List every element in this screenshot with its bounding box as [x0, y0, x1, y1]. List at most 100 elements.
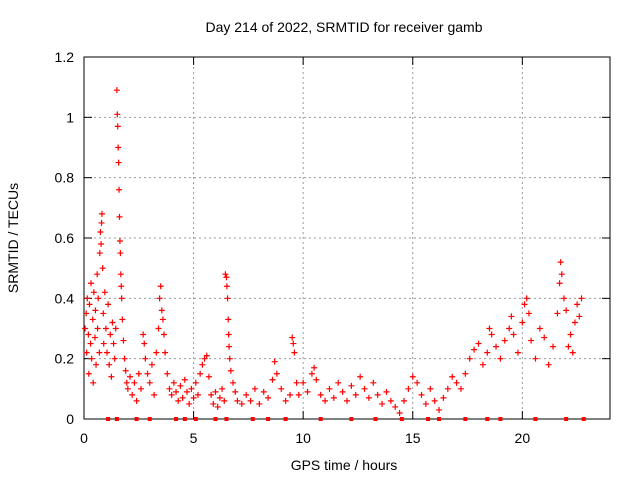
zero-marker	[266, 417, 271, 421]
y-tick-label: 0	[66, 411, 74, 427]
zero-marker	[373, 417, 378, 421]
data-point	[379, 400, 386, 407]
data-point	[560, 295, 567, 302]
zero-marker	[224, 417, 229, 421]
data-point	[186, 400, 193, 407]
data-point	[396, 409, 403, 416]
data-point	[148, 361, 155, 368]
data-point	[181, 376, 188, 383]
data-point	[278, 385, 285, 392]
zero-marker	[213, 417, 218, 421]
x-tick-label: 10	[295, 430, 311, 446]
data-point	[115, 144, 122, 151]
data-point	[179, 394, 186, 401]
data-point	[146, 379, 153, 386]
data-point	[440, 394, 447, 401]
zero-marker	[250, 417, 255, 421]
y-tick-label: 0.8	[55, 170, 75, 186]
data-point	[90, 289, 97, 296]
data-point	[208, 391, 215, 398]
data-point	[567, 331, 574, 338]
data-point	[114, 111, 121, 118]
data-point	[226, 355, 233, 362]
data-point	[155, 325, 162, 332]
data-point	[326, 385, 333, 392]
data-point	[205, 373, 212, 380]
data-point	[221, 397, 228, 404]
data-point	[95, 295, 102, 302]
data-point	[120, 337, 127, 344]
data-point	[563, 307, 570, 314]
data-point	[112, 325, 119, 332]
data-point	[158, 307, 165, 314]
data-point	[484, 349, 491, 356]
data-point	[223, 274, 230, 281]
zero-marker	[318, 417, 323, 421]
data-point	[519, 319, 526, 326]
data-point	[123, 379, 130, 386]
zero-marker	[349, 417, 354, 421]
data-point	[224, 295, 231, 302]
data-point	[569, 349, 576, 356]
data-point	[273, 370, 280, 377]
data-point	[101, 289, 108, 296]
data-point	[115, 159, 122, 166]
data-point	[99, 265, 106, 272]
data-point	[118, 295, 125, 302]
data-point	[142, 355, 149, 362]
data-point	[226, 343, 233, 350]
data-point	[330, 394, 337, 401]
data-point	[227, 367, 234, 374]
data-point	[144, 370, 151, 377]
data-point	[497, 355, 504, 362]
data-point	[308, 370, 315, 377]
data-point	[290, 340, 297, 347]
x-tick-label: 5	[190, 430, 198, 446]
data-point	[116, 238, 123, 245]
x-tick-label: 20	[515, 430, 531, 446]
zero-marker	[463, 417, 468, 421]
data-point	[83, 349, 90, 356]
data-point	[289, 334, 296, 341]
data-point	[344, 397, 350, 404]
data-point	[164, 370, 171, 377]
data-point	[160, 331, 167, 338]
y-tick-label: 1.2	[55, 49, 75, 65]
data-point	[199, 361, 206, 368]
x-tick-label: 0	[80, 430, 88, 446]
data-point	[97, 228, 104, 235]
data-point	[166, 385, 173, 392]
data-point	[122, 367, 129, 374]
data-point	[545, 361, 552, 368]
data-point	[135, 370, 142, 377]
data-point	[141, 340, 148, 347]
data-point	[214, 403, 221, 410]
y-axis-label: SRMTID / TECUs	[5, 183, 21, 293]
data-point	[117, 250, 124, 257]
data-point	[493, 343, 500, 350]
data-point	[100, 340, 107, 347]
y-tick-label: 0.4	[55, 290, 75, 306]
data-point	[168, 391, 175, 398]
zero-marker	[426, 417, 431, 421]
zero-marker	[174, 417, 179, 421]
data-point	[184, 388, 191, 395]
data-point	[335, 379, 342, 386]
data-point	[238, 400, 245, 407]
data-point	[449, 373, 456, 380]
data-point	[153, 349, 160, 356]
data-point	[94, 271, 101, 278]
data-point	[96, 250, 103, 257]
data-point	[311, 364, 318, 371]
zero-marker	[485, 417, 490, 421]
data-point	[571, 319, 578, 326]
data-point	[436, 406, 443, 413]
data-point	[210, 400, 217, 407]
data-point	[265, 394, 272, 401]
data-point	[173, 388, 180, 395]
zero-marker	[564, 417, 569, 421]
data-point	[94, 325, 101, 332]
data-point	[133, 397, 140, 404]
data-points	[82, 87, 586, 421]
data-point	[225, 331, 232, 338]
